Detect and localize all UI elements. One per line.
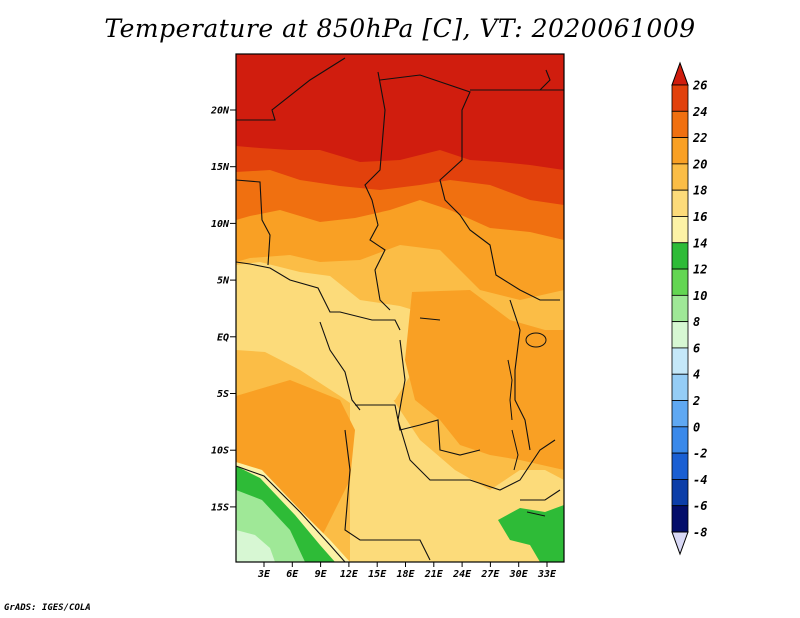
lon-tick-label: 9E xyxy=(315,569,328,580)
lat-tick-label: 5N xyxy=(217,276,230,287)
field-8-region xyxy=(236,530,275,562)
colorbar-label: -2 xyxy=(693,447,707,461)
colorbar-swatch xyxy=(671,373,689,401)
colorbar-label: 10 xyxy=(693,289,707,303)
map-title: Temperature at 850hPa [C], VT: 202006100… xyxy=(104,14,696,43)
field-12-region-east xyxy=(498,505,564,562)
colorbar-swatch xyxy=(671,137,689,165)
colorbar-label: 8 xyxy=(693,315,700,329)
lat-tick-label: 15S xyxy=(211,502,229,513)
colorbar-swatch xyxy=(671,216,689,244)
lat-tick-label: 5S xyxy=(217,389,229,400)
colorbar-label: 22 xyxy=(692,131,707,145)
colorbar-swatch xyxy=(671,189,689,217)
colorbar-label: -4 xyxy=(693,473,707,487)
colorbar-label: -8 xyxy=(693,526,707,540)
lon-tick-label: 24E xyxy=(452,569,472,580)
lon-tick-label: 30E xyxy=(509,569,529,580)
colorbar-label: 4 xyxy=(693,368,700,382)
colorbar-label: 14 xyxy=(693,236,707,250)
lon-tick-label: 12E xyxy=(340,569,359,580)
lon-tick-label: 3E xyxy=(257,569,271,580)
lon-tick-label: 33E xyxy=(537,569,557,580)
latitude-axis: 20N 15N 10N 5N EQ 5S 10S 15S xyxy=(210,106,236,513)
colorbar-swatch xyxy=(671,294,689,323)
colorbar-swatch xyxy=(671,400,689,428)
field-16-region xyxy=(236,262,420,410)
lon-tick-label: 6E xyxy=(286,569,299,580)
lon-tick-label: 15E xyxy=(368,569,387,580)
colorbar-label: 18 xyxy=(693,184,707,198)
colorbar-swatch xyxy=(671,479,689,507)
map-frame xyxy=(235,53,565,563)
colorbar-label: 24 xyxy=(692,105,707,119)
colorbar-swatch xyxy=(671,84,689,112)
lat-tick-label: 15N xyxy=(211,162,230,173)
temperature-field xyxy=(236,54,564,562)
colorbar-swatch xyxy=(671,321,689,349)
lat-tick-label: 20N xyxy=(210,106,230,117)
colorbar-label: 26 xyxy=(692,79,707,93)
lon-tick-label: 27E xyxy=(480,569,500,580)
lat-tick-label: 10S xyxy=(211,446,229,457)
colorbar-label: 20 xyxy=(692,157,707,171)
lon-tick-label: 18E xyxy=(396,569,415,580)
lon-tick-label: 21E xyxy=(424,569,444,580)
colorbar-label: 6 xyxy=(693,341,700,355)
field-20-region-congo xyxy=(405,290,564,470)
longitude-axis: 3E 6E 9E 12E 15E 18E 21E 24E 27E 30E 33E xyxy=(257,562,557,580)
lakes xyxy=(419,317,547,517)
lat-tick-label: EQ xyxy=(217,332,229,343)
colorbar-label: 0 xyxy=(693,420,700,434)
colorbar-swatch xyxy=(671,426,689,454)
colorbar-swatch xyxy=(671,347,689,375)
country-borders xyxy=(236,57,564,562)
field-26-region xyxy=(236,54,564,170)
colorbar-top-triangle xyxy=(671,61,689,86)
colorbar-label: -6 xyxy=(693,499,707,513)
colorbar-label: 2 xyxy=(692,394,700,408)
colorbar-label: 12 xyxy=(693,263,707,277)
colorbar-swatch xyxy=(671,242,689,270)
credit-text: GrADS: IGES/COLA xyxy=(4,603,91,613)
colorbar-swatch xyxy=(671,452,689,480)
colorbar-label: 16 xyxy=(693,210,707,224)
colorbar-bottom-triangle xyxy=(671,531,689,556)
colorbar-swatch xyxy=(671,110,689,138)
colorbar-swatch xyxy=(671,505,689,533)
lat-tick-label: 10N xyxy=(211,219,230,230)
colorbar-swatch xyxy=(671,268,689,296)
colorbar-swatch xyxy=(671,163,689,191)
